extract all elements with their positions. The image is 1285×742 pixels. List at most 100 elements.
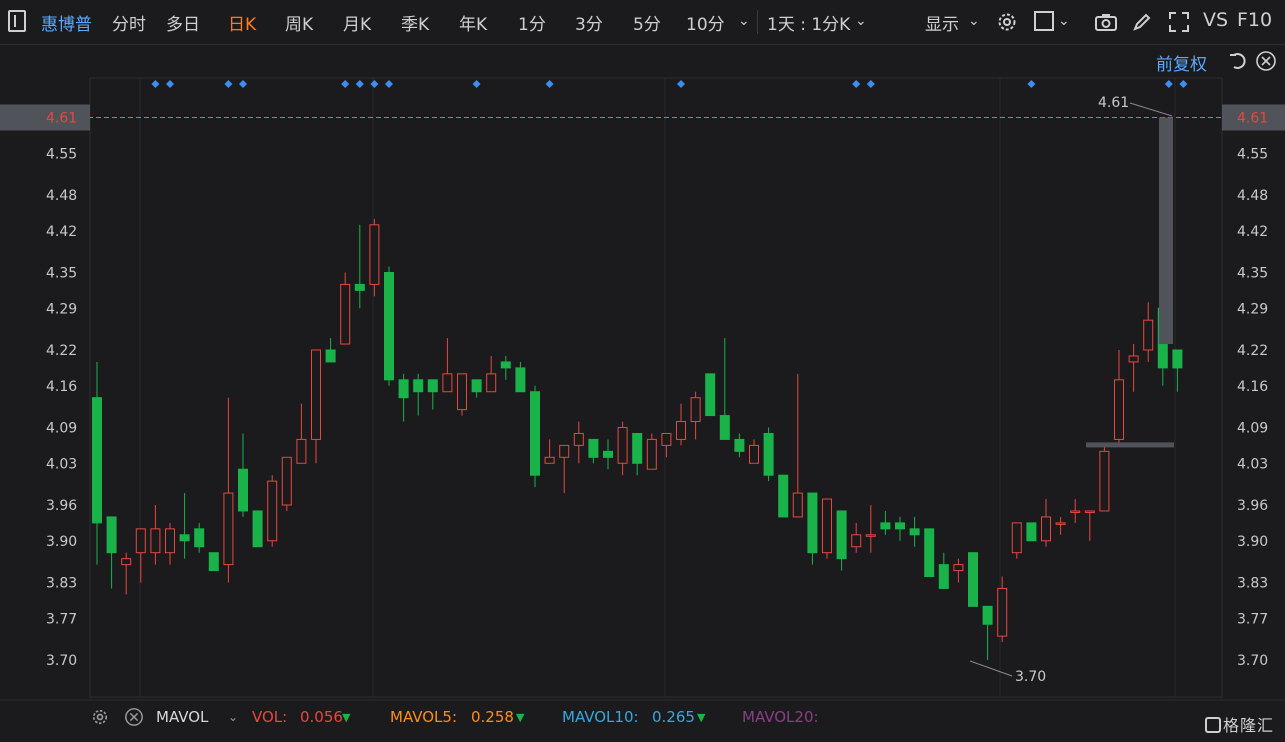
candle-body[interactable] <box>559 444 570 458</box>
candle-body[interactable] <box>1099 450 1110 512</box>
candle-body[interactable] <box>165 528 175 554</box>
candle-body[interactable] <box>413 379 424 393</box>
candle-body[interactable] <box>121 558 132 566</box>
candle-body[interactable] <box>1026 522 1037 542</box>
candle-body[interactable] <box>500 361 511 369</box>
close-icon[interactable] <box>1255 50 1277 72</box>
candle-body[interactable] <box>865 534 876 537</box>
chevron-down-icon[interactable]: ⌄ <box>855 13 867 29</box>
event-marker[interactable] <box>1164 80 1173 88</box>
candle-body[interactable] <box>384 272 394 381</box>
stock-name[interactable]: 惠博普 <box>41 15 92 35</box>
candle-body[interactable] <box>880 522 891 530</box>
candle-body[interactable] <box>296 438 307 464</box>
candle-body[interactable] <box>822 498 832 554</box>
candle-body[interactable] <box>1084 510 1095 513</box>
candle-body[interactable] <box>340 283 351 345</box>
indicator-name[interactable]: MAVOL <box>156 708 209 726</box>
candle-body[interactable] <box>690 397 701 423</box>
candle-body[interactable] <box>398 379 409 399</box>
candle-body[interactable] <box>1055 522 1066 525</box>
event-marker[interactable] <box>166 80 174 88</box>
event-marker[interactable] <box>677 80 685 88</box>
candle-body[interactable] <box>938 564 949 589</box>
candle-body[interactable] <box>851 534 862 548</box>
tab-jik[interactable]: 季K <box>401 15 430 35</box>
candle-body[interactable] <box>1143 319 1154 351</box>
candle-body[interactable] <box>617 427 628 464</box>
close-icon[interactable] <box>124 707 144 727</box>
fullscreen-icon[interactable] <box>1168 11 1190 33</box>
candle-body[interactable] <box>325 349 336 363</box>
candle-body[interactable] <box>603 450 613 458</box>
tab-yuek[interactable]: 月K <box>343 15 372 35</box>
candle-body[interactable] <box>267 480 278 542</box>
candle-body[interactable] <box>427 379 438 393</box>
candle-body[interactable] <box>705 373 716 417</box>
vs-button[interactable]: VS <box>1203 9 1229 31</box>
candle-body[interactable] <box>836 510 847 560</box>
candle-body[interactable] <box>734 438 745 452</box>
candle-body[interactable] <box>909 528 920 536</box>
tab-fenshi[interactable]: 分时 <box>112 15 146 35</box>
candle-body[interactable] <box>252 510 263 548</box>
event-marker[interactable] <box>151 80 160 88</box>
candle-body[interactable] <box>135 528 146 554</box>
candle-body[interactable] <box>778 474 789 518</box>
candle-body[interactable] <box>544 456 555 464</box>
candle-body[interactable] <box>354 283 365 291</box>
candle-body[interactable] <box>1172 349 1183 369</box>
candle-body[interactable] <box>719 415 730 440</box>
period-select[interactable]: 1天 : 1分K <box>767 15 851 35</box>
candle-body[interactable] <box>997 587 1008 637</box>
event-marker[interactable] <box>370 80 379 88</box>
chevron-down-icon[interactable]: ⌄ <box>228 710 239 724</box>
tab-rik[interactable]: 日K <box>228 15 257 35</box>
candle-body[interactable] <box>1128 355 1139 363</box>
chevron-down-icon[interactable]: ⌄ <box>738 13 750 29</box>
candle-body[interactable] <box>588 438 599 458</box>
tab-5min[interactable]: 5分 <box>633 15 661 35</box>
adjust-button[interactable]: 前复权 <box>1156 55 1207 75</box>
event-marker[interactable] <box>224 80 233 88</box>
event-marker[interactable] <box>1027 80 1036 88</box>
candle-body[interactable] <box>1070 510 1081 513</box>
candle-body[interactable] <box>530 391 540 476</box>
event-marker[interactable] <box>1179 80 1188 88</box>
f10-button[interactable]: F10 <box>1237 9 1273 31</box>
sidebar-toggle-icon[interactable] <box>8 10 26 32</box>
pencil-icon[interactable] <box>1131 11 1153 33</box>
candle-body[interactable] <box>457 373 467 411</box>
candle-body[interactable] <box>208 552 219 572</box>
candle-body[interactable] <box>515 367 526 393</box>
tab-niank[interactable]: 年K <box>459 15 488 35</box>
chevron-down-icon[interactable]: ⌄ <box>1058 13 1070 29</box>
gear-icon[interactable] <box>995 10 1019 34</box>
tab-1min[interactable]: 1分 <box>518 15 546 35</box>
event-marker[interactable] <box>866 80 875 88</box>
event-marker[interactable] <box>852 80 861 88</box>
candle-body[interactable] <box>763 432 774 476</box>
candle-body[interactable] <box>573 432 584 446</box>
candle-body[interactable] <box>150 528 161 554</box>
candle-body[interactable] <box>1041 516 1051 542</box>
candle-body[interactable] <box>281 456 292 506</box>
candle-body[interactable] <box>1114 379 1124 440</box>
candle-body[interactable] <box>179 534 190 542</box>
event-marker[interactable] <box>472 80 481 88</box>
candle-body[interactable] <box>92 397 102 524</box>
candle-body[interactable] <box>486 373 497 393</box>
candle-body[interactable] <box>106 516 117 554</box>
candle-body[interactable] <box>676 421 686 440</box>
candle-body[interactable] <box>982 605 993 625</box>
tab-10min[interactable]: 10分 <box>686 15 725 35</box>
event-marker[interactable] <box>385 80 393 88</box>
candle-body[interactable] <box>311 349 321 440</box>
event-marker[interactable] <box>239 80 247 88</box>
tab-3min[interactable]: 3分 <box>575 15 603 35</box>
camera-icon[interactable] <box>1094 11 1118 33</box>
candle-body[interactable] <box>632 432 643 464</box>
undo-icon[interactable] <box>1228 51 1250 71</box>
tab-duori[interactable]: 多日 <box>166 15 200 35</box>
